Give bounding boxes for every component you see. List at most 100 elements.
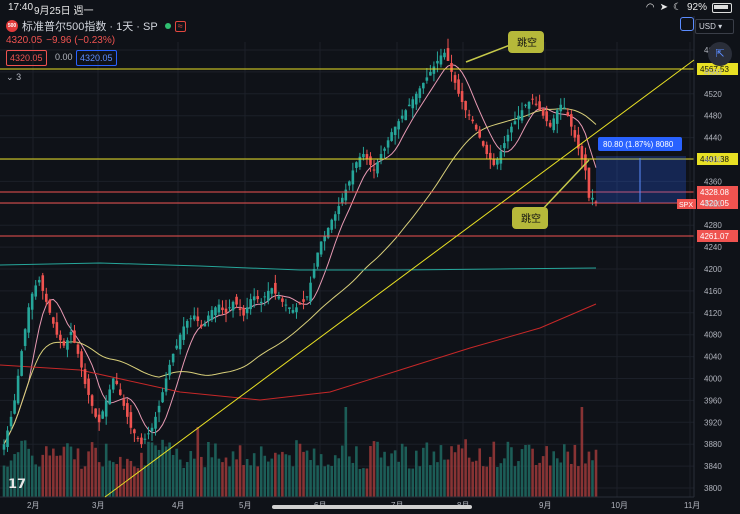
volume-bar — [164, 446, 168, 497]
candle — [242, 307, 245, 316]
candle — [344, 189, 348, 201]
volume-bar — [446, 459, 450, 497]
volume-bar — [510, 447, 513, 497]
candle — [362, 154, 365, 158]
scale-arrows-icon[interactable]: ⇱ — [708, 42, 732, 66]
candle — [150, 427, 154, 432]
volume-bar — [316, 465, 319, 497]
volume-bar — [376, 441, 379, 497]
candle — [411, 99, 415, 109]
volume-bar — [453, 452, 457, 497]
candle — [316, 252, 319, 267]
battery-icon — [712, 2, 732, 13]
y-tick-label: 4560 — [704, 68, 722, 77]
volume-bar — [6, 466, 9, 497]
candle — [538, 101, 541, 111]
buy-button[interactable]: 4320.05 — [76, 50, 117, 66]
volume-bar — [259, 446, 263, 497]
volume-bar — [348, 456, 351, 497]
volume-bar — [481, 466, 485, 497]
candle — [513, 121, 517, 125]
price-tag-label: 4401.38 — [700, 155, 729, 164]
ma-long-line — [3, 108, 597, 445]
candle — [231, 301, 235, 311]
volume-bar — [34, 464, 38, 497]
volume-bar — [66, 443, 69, 497]
x-tick-label: 3月 — [92, 501, 104, 510]
volume-bar — [496, 467, 499, 497]
candle — [309, 282, 312, 302]
candle — [94, 408, 97, 417]
candle — [6, 430, 9, 448]
volume-bar — [344, 407, 348, 497]
candle — [203, 323, 207, 327]
volume-bar — [104, 443, 108, 497]
measure-box — [596, 156, 686, 203]
candle — [9, 416, 13, 427]
battery-percent: 92% — [686, 2, 707, 13]
volume-bar — [224, 457, 228, 497]
volume-bar — [30, 455, 34, 497]
candle — [76, 344, 80, 354]
volume-bar — [277, 454, 281, 497]
candle — [330, 219, 334, 230]
y-tick-label: 4240 — [704, 243, 722, 252]
volume-bar — [545, 446, 548, 497]
symbol-title-row[interactable]: 500 标准普尔500指数 · 1天 · SP ≈ — [6, 19, 186, 33]
candle — [249, 299, 252, 310]
candle — [277, 296, 281, 299]
candle — [210, 310, 214, 320]
candle — [358, 156, 362, 167]
candle — [527, 102, 531, 109]
home-indicator[interactable] — [272, 505, 472, 509]
candle — [404, 110, 408, 121]
sell-button[interactable]: 4320.05 — [6, 50, 47, 66]
candle — [140, 437, 143, 445]
volume-bar — [182, 467, 186, 497]
volume-bar — [274, 452, 277, 497]
volume-bar — [407, 468, 411, 497]
volume-bar — [305, 450, 309, 497]
candle — [192, 315, 196, 320]
volume-bar — [136, 468, 140, 497]
candle — [432, 66, 436, 74]
candle — [365, 154, 369, 160]
volume-bar — [48, 455, 52, 497]
volume-bar — [111, 462, 115, 497]
candle — [154, 416, 157, 429]
candle — [333, 214, 337, 221]
candle — [492, 159, 496, 165]
candle — [295, 307, 298, 313]
symbol-title[interactable]: 标准普尔500指数 · 1天 · SP — [22, 21, 158, 33]
candle — [510, 126, 513, 133]
fullscreen-icon[interactable] — [680, 17, 694, 31]
volume-bar — [168, 442, 171, 497]
volume-bar — [587, 451, 591, 497]
candle — [83, 369, 87, 384]
volume-bar — [492, 441, 496, 497]
candle — [517, 115, 520, 120]
candle — [467, 114, 471, 116]
y-tick-label: 4400 — [704, 156, 722, 165]
candle — [390, 132, 393, 141]
volume-bars — [2, 407, 598, 497]
volume-bar — [358, 468, 362, 497]
volume-bar — [210, 457, 214, 497]
volume-bar — [23, 440, 27, 497]
candle — [548, 122, 552, 127]
candle — [337, 206, 341, 215]
candle — [562, 107, 566, 109]
indicators-toggle[interactable]: ⌄ 3 — [6, 72, 21, 83]
volume-bar — [513, 466, 517, 497]
volume-bar — [62, 446, 66, 497]
volume-bar — [284, 454, 288, 497]
currency-select[interactable]: USD ▾ — [695, 19, 734, 34]
volume-bar — [457, 444, 460, 497]
volume-bar — [87, 451, 90, 497]
y-tick-label: 4360 — [704, 177, 722, 186]
volume-bar — [351, 462, 355, 497]
candle — [457, 79, 460, 94]
wave-icon[interactable]: ≈ — [174, 20, 186, 32]
volume-bar — [238, 445, 242, 497]
